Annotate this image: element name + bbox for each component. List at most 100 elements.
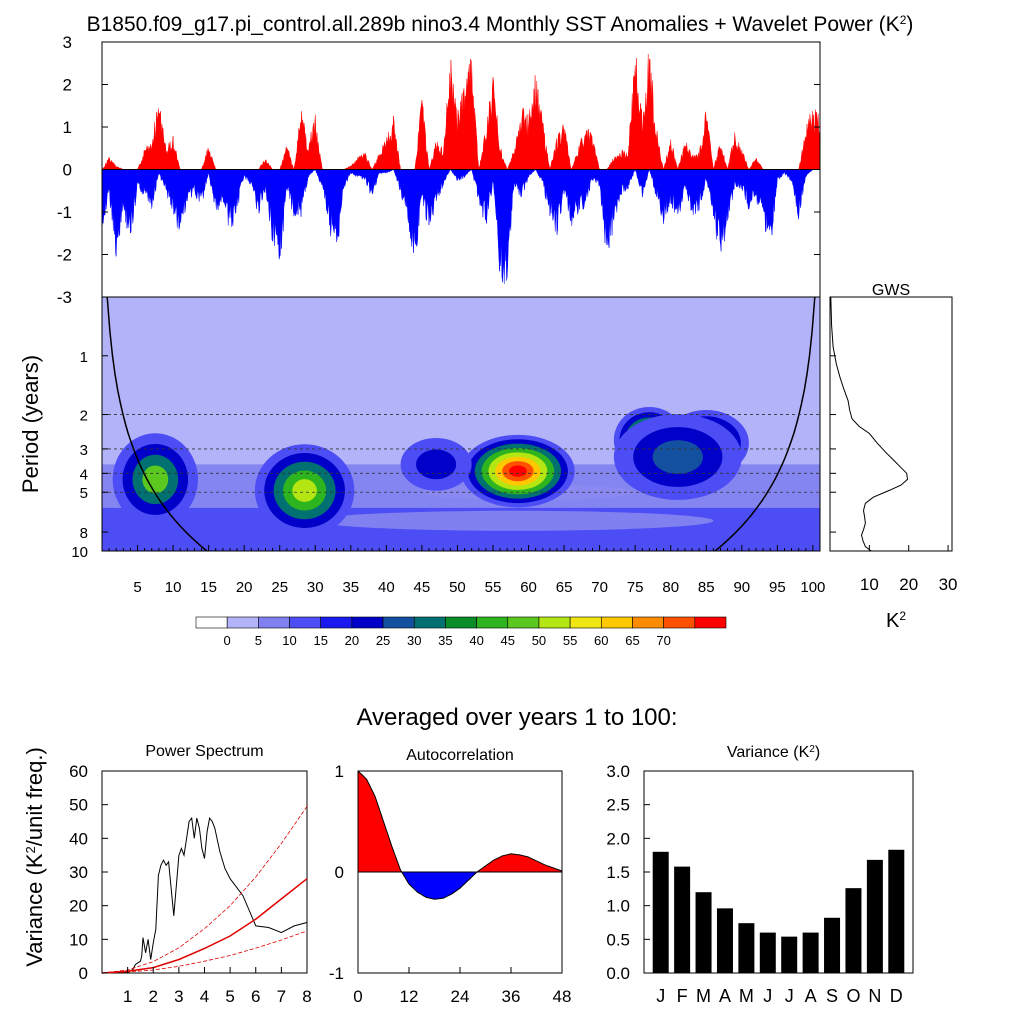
colorbar-swatch: [476, 616, 509, 629]
coi-left: [106, 296, 208, 552]
wavelet-xtick-label: 30: [307, 579, 324, 596]
coi-right: [714, 296, 816, 552]
variance-xtick-label: J: [656, 986, 665, 1006]
ac-xtick-label: 36: [502, 987, 521, 1006]
wavelet-contour: [652, 440, 704, 474]
wavelet-ytick-label: 3: [80, 442, 88, 459]
colorbar-swatch: [507, 616, 540, 629]
ts-ytick-label: -3: [57, 288, 72, 307]
gws-frame: [829, 296, 953, 552]
wavelet-contour: [508, 465, 527, 477]
variance-xtick-label: A: [719, 986, 731, 1006]
ps-xtick-label: 5: [225, 987, 234, 1006]
wavelet-ytick-label: 1: [80, 349, 88, 366]
ts-ytick-label: -2: [57, 246, 72, 265]
var-title: Variance (K2): [727, 744, 820, 762]
variance-panel: J F M A M J J A S O N D0.00.51.01.52.02.53.0Varianc…: [606, 744, 914, 1006]
colorbar-label: 55: [563, 633, 577, 648]
ac-xtick-label: 12: [400, 987, 419, 1006]
variance-xtick-label: F: [677, 986, 688, 1006]
variance-bar: [824, 917, 841, 973]
ps-xtick-label: 2: [149, 987, 158, 1006]
figure-title: B1850.f09_g17.pi_control.all.289b nino3.…: [87, 13, 914, 36]
positive-anomaly-area: [101, 54, 821, 171]
variance-bar: [845, 888, 862, 973]
variance-bar: [716, 908, 733, 973]
wavelet-ytick-label: 8: [80, 525, 88, 542]
ac-ytick-label: 0: [335, 863, 344, 882]
ac-ytick-label: 1: [335, 762, 344, 781]
variance-xtick-label: O: [846, 986, 860, 1006]
ac-positive-area: [358, 771, 562, 872]
ps-xtick-label: 1: [123, 987, 132, 1006]
ac-negative-area: [358, 872, 562, 900]
section-title: Averaged over years 1 to 100:: [356, 704, 677, 731]
variance-xtick-label: J: [785, 986, 794, 1006]
wavelet-xtick-label: 20: [236, 579, 253, 596]
ts-ytick-label: -1: [57, 203, 72, 222]
wavelet-frame: [101, 296, 821, 552]
colorbar-swatch: [632, 616, 664, 629]
variance-xtick-label: M: [696, 986, 711, 1006]
wavelet-band-patch: [315, 510, 714, 531]
wavelet-xtick-label: 80: [662, 579, 679, 596]
colorbar-label: 50: [532, 633, 546, 648]
wavelet-xtick-label: 75: [627, 579, 644, 596]
variance-bar: [695, 892, 712, 973]
ps-lower-ci-line: [101, 930, 308, 974]
colorbar-label: 40: [469, 633, 483, 648]
var-ytick-label: 2.5: [606, 796, 630, 815]
variance-bar: [738, 923, 755, 973]
wavelet-ytick-label: 4: [80, 466, 88, 483]
autocorrelation-panel: 0 12 24 36 48 1 0 -1 Autocorrelation: [329, 747, 572, 1006]
colorbar-swatch: [445, 616, 477, 629]
variance-bar: [888, 849, 905, 973]
variance-xtick-label: D: [890, 986, 903, 1006]
colorbar-label: 20: [345, 633, 359, 648]
ps-ytick-label: 20: [69, 897, 88, 916]
ac-xtick-label: 48: [553, 987, 572, 1006]
colorbar-label: 25: [376, 633, 390, 648]
ac-title: Autocorrelation: [406, 747, 514, 764]
wavelet-ylabel: Period (years): [18, 355, 43, 493]
colorbar-swatch: [258, 616, 290, 629]
wavelet-xtick-label: 90: [733, 579, 750, 596]
colorbar-swatch: [694, 616, 727, 629]
wavelet-xtick-label: 70: [591, 579, 608, 596]
ps-xtick-label: 8: [302, 987, 311, 1006]
ps-spectrum-line: [102, 816, 308, 974]
ps-ytick-label: 10: [69, 930, 88, 949]
wavelet-xtick-label: 65: [556, 579, 573, 596]
variance-bar: [781, 936, 798, 973]
ps-ytick-label: 40: [69, 829, 88, 848]
wavelet-xtick-label: 85: [698, 579, 715, 596]
ps-ytick-label: 0: [79, 964, 88, 983]
gws-xtick-label: 30: [939, 575, 958, 594]
wavelet-ytick-label: 10: [71, 544, 88, 561]
colorbar-label: 5: [255, 633, 262, 648]
ts-ytick-label: 0: [63, 161, 72, 180]
wavelet-xtick-label: 60: [520, 579, 537, 596]
variance-xtick-label: S: [826, 986, 838, 1006]
ps-xtick-label: 3: [174, 987, 183, 1006]
colorbar-swatch: [663, 616, 696, 629]
gws-panel: GWS 10 20 30 K2: [829, 282, 958, 632]
wavelet-xtick-label: 45: [414, 579, 431, 596]
var-ytick-label: 0.5: [606, 930, 630, 949]
ps-frame: [101, 770, 308, 974]
wavelet-xtick-label: 25: [271, 579, 288, 596]
variance-bar: [652, 851, 669, 973]
variance-xtick-label: A: [805, 986, 817, 1006]
wavelet-xtick-label: 5: [133, 579, 141, 596]
colorbar-swatch: [413, 616, 446, 629]
gws-title: GWS: [872, 282, 910, 299]
wavelet-xtick-label: 55: [485, 579, 502, 596]
colorbar-swatch: [351, 616, 384, 629]
ps-xtick-label: 7: [277, 987, 286, 1006]
var-ytick-label: 1.5: [606, 863, 630, 882]
colorbar-label: 30: [407, 633, 421, 648]
colorbar-label: 45: [501, 633, 515, 648]
colorbar-swatch: [289, 616, 322, 629]
wavelet-ytick-label: 2: [80, 408, 88, 425]
